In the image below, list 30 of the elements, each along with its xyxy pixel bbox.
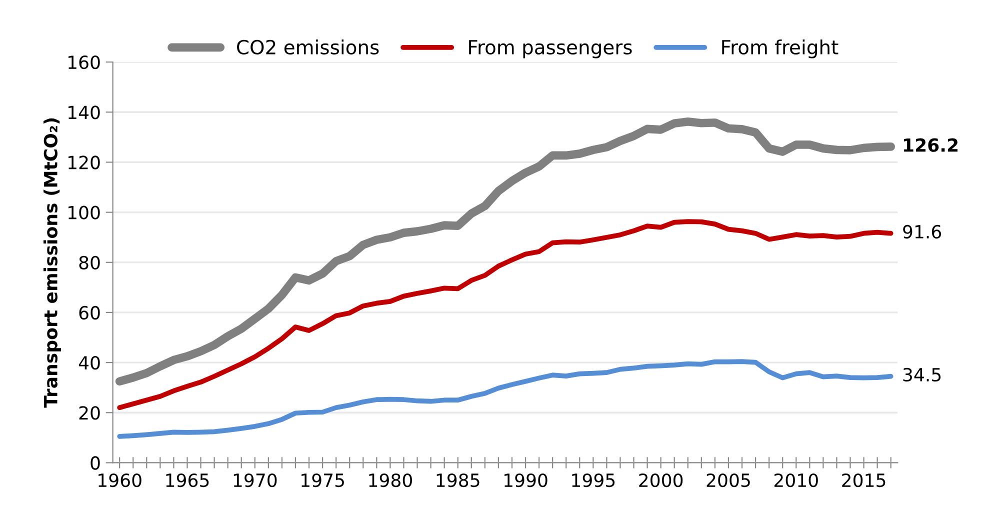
y-tick-label: 20 (79, 406, 100, 420)
y-tick-label: 80 (79, 256, 100, 270)
line-series (117, 219, 894, 410)
text: 34.5 (903, 368, 941, 382)
y-tick-label: 140 (68, 106, 100, 120)
x-tick-label: 1995 (572, 473, 615, 488)
text: 91.6 (903, 224, 942, 239)
x-tick-label: 1975 (302, 473, 344, 488)
x-tick-label: 1985 (436, 473, 480, 488)
y-tick-label: 120 (68, 156, 100, 170)
x-tick-label: 2010 (774, 473, 818, 488)
y-tick-label: 60 (79, 306, 100, 320)
legend-label: CO2 emissions (237, 39, 379, 55)
y-tick-label: 0 (90, 456, 100, 470)
x-tick-label: 2005 (706, 473, 750, 488)
x-tick-label: 1990 (504, 473, 548, 488)
y-tick-label: 40 (78, 356, 100, 370)
legend-label: From freight (722, 39, 838, 58)
x-tick-label: 1970 (234, 473, 277, 488)
x-tick-label: 1980 (369, 473, 412, 488)
legend-label: From passengers (469, 40, 632, 58)
y-tick-label: 100 (68, 206, 100, 220)
text: 126.2 (904, 138, 958, 152)
y-tick-label: 160 (68, 56, 100, 70)
x-tick-label: 1960 (98, 473, 142, 488)
y-axis-title: Transport emissions (MtCO₂) (44, 118, 61, 408)
x-tick-label: 1965 (166, 473, 209, 488)
line-series (117, 359, 894, 439)
x-tick-label: 2015 (842, 473, 886, 488)
x-tick-label: 2000 (639, 473, 683, 488)
